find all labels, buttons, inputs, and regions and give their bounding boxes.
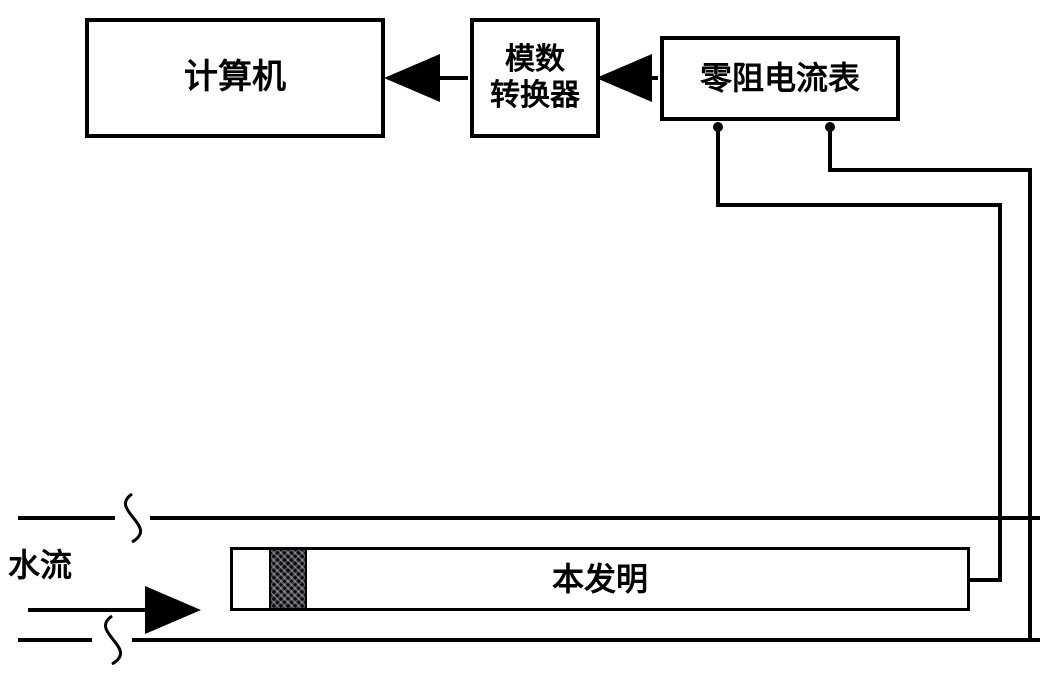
pipe-break-bottom-icon (105, 616, 120, 664)
wire-left (718, 128, 1000, 580)
pipe-break-top-icon (125, 494, 140, 542)
diagram-lines (0, 0, 1062, 694)
diagram-canvas: 计算机 模数 转换器 零阻电流表 本发明 水流 (0, 0, 1062, 694)
